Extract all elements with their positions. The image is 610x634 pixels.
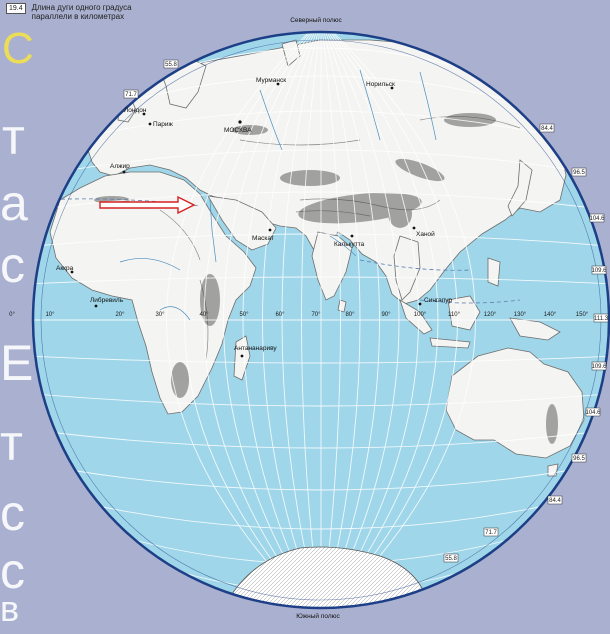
svg-text:Маскат: Маскат: [252, 235, 274, 242]
svg-text:50°: 50°: [239, 312, 249, 318]
svg-text:104.6: 104.6: [585, 410, 601, 416]
svg-text:Норильск: Норильск: [366, 81, 395, 88]
arc-badge: 104.6: [589, 213, 605, 223]
arc-badge: 111.3: [593, 313, 609, 323]
svg-text:71.7: 71.7: [125, 92, 137, 98]
south-pole-label: Южный полюс: [296, 612, 340, 620]
city-norilsk: Норильск: [366, 81, 395, 90]
svg-text:100°: 100°: [414, 312, 427, 318]
city-algiers: Алжир: [110, 163, 130, 174]
city-moscow: МОСКВА: [224, 120, 252, 134]
svg-text:109.6: 109.6: [591, 268, 607, 274]
ghost-glyph-7: с: [0, 485, 25, 541]
city-singapore: Сингапур: [418, 297, 452, 306]
arc-badge: 104.6: [585, 407, 601, 417]
svg-text:МОСКВА: МОСКВА: [224, 127, 252, 134]
legend-line-2: параллели в километрах: [31, 12, 125, 21]
ghost-glyph-6: т: [0, 415, 23, 471]
svg-text:Мурманск: Мурманск: [256, 77, 286, 84]
city-accra: Аккра: [56, 265, 74, 274]
arc-badge: 109.6: [591, 265, 607, 275]
red-arrow-icon: [99, 195, 196, 215]
svg-text:20°: 20°: [115, 312, 125, 318]
svg-text:Ханой: Ханой: [416, 230, 435, 238]
arc-badge: 84.4: [547, 495, 563, 505]
svg-text:55.8: 55.8: [445, 556, 457, 562]
ghost-glyph-3: а: [0, 175, 28, 231]
arc-badge: 84.4: [539, 123, 555, 133]
city-london: Лондон: [124, 107, 147, 116]
legend: 19.4 Длина дуги одного градуса параллели…: [6, 3, 132, 21]
svg-text:96.5: 96.5: [573, 456, 585, 462]
rivers: [119, 69, 437, 321]
city-hanoi: Ханой: [412, 226, 435, 238]
arc-length-badges: 55.8 71.7 84.4 96.5 104.6 109.6 111.3 10…: [123, 59, 609, 563]
svg-text:71.7: 71.7: [485, 530, 497, 536]
svg-text:140°: 140°: [544, 312, 557, 318]
arc-badge: 55.8: [163, 59, 179, 69]
svg-text:90°: 90°: [381, 312, 391, 318]
legend-number: 19.4: [6, 3, 26, 14]
svg-text:30°: 30°: [155, 312, 165, 318]
arc-badge: 71.7: [123, 89, 139, 99]
svg-text:10°: 10°: [45, 312, 55, 318]
svg-text:111.3: 111.3: [594, 316, 609, 322]
city-muscat: Маскат: [252, 228, 274, 242]
legend-text: Длина дуги одного градуса параллели в ки…: [32, 3, 132, 21]
svg-text:120°: 120°: [484, 312, 497, 318]
svg-text:84.4: 84.4: [541, 126, 553, 132]
arc-badge: 96.5: [571, 453, 587, 463]
globe-content: [33, 32, 609, 608]
ghost-glyph-2: т: [2, 109, 25, 165]
svg-text:104.6: 104.6: [589, 216, 605, 222]
svg-text:96.5: 96.5: [573, 170, 585, 176]
svg-text:80°: 80°: [345, 312, 355, 318]
svg-text:Париж: Париж: [153, 121, 174, 128]
ghost-glyph-9: в: [0, 588, 20, 629]
svg-text:130°: 130°: [514, 312, 527, 318]
ghost-glyph-1: С: [2, 24, 34, 73]
north-pole-label: Северный полюс: [290, 16, 342, 24]
ghost-glyph-4: с: [0, 237, 25, 293]
ghost-glyph-5: Е: [0, 335, 34, 391]
svg-text:Либревиль: Либревиль: [90, 296, 124, 304]
city-murmansk: Мурманск: [256, 77, 286, 86]
svg-text:Калькутта: Калькутта: [334, 241, 365, 248]
svg-text:60°: 60°: [275, 312, 285, 318]
svg-text:40°: 40°: [199, 312, 209, 318]
city-libreville: Либревиль: [90, 296, 124, 308]
arc-badge: 55.8: [443, 553, 459, 563]
city-paris: Париж: [148, 121, 174, 128]
arc-badge: 109.6: [591, 361, 607, 371]
svg-text:84.4: 84.4: [549, 498, 561, 504]
svg-text:110°: 110°: [448, 312, 461, 318]
svg-text:Лондон: Лондон: [124, 107, 147, 114]
ghost-glyph-8: с: [0, 543, 25, 599]
svg-text:0°: 0°: [9, 312, 15, 318]
equator-degree-labels: 10° 0° 20° 30° 40° 50° 60° 70° 80° 90° 1…: [9, 312, 589, 318]
svg-text:55.8: 55.8: [165, 62, 177, 68]
svg-text:Аккра: Аккра: [56, 265, 74, 272]
pole-labels: Северный полюс Южный полюс: [290, 16, 342, 620]
svg-text:150°: 150°: [576, 312, 589, 318]
city-antananarivo: Антананариву: [234, 345, 277, 358]
legend-line-1: Длина дуги одного градуса: [31, 3, 132, 12]
antarctica: [225, 546, 429, 608]
svg-text:109.6: 109.6: [591, 364, 607, 370]
svg-text:70°: 70°: [311, 312, 321, 318]
svg-text:Антананариву: Антананариву: [234, 345, 277, 352]
city-kolkata: Калькутта: [334, 234, 365, 248]
svg-text:Алжир: Алжир: [110, 163, 130, 170]
globe-rim: [31, 30, 610, 610]
arc-badge: 71.7: [483, 527, 499, 537]
arc-badge: 96.5: [571, 167, 587, 177]
svg-text:Сингапур: Сингапур: [424, 297, 452, 304]
cities: Мурманск Норильск Лондон Париж МОСКВА Ал…: [56, 77, 452, 358]
